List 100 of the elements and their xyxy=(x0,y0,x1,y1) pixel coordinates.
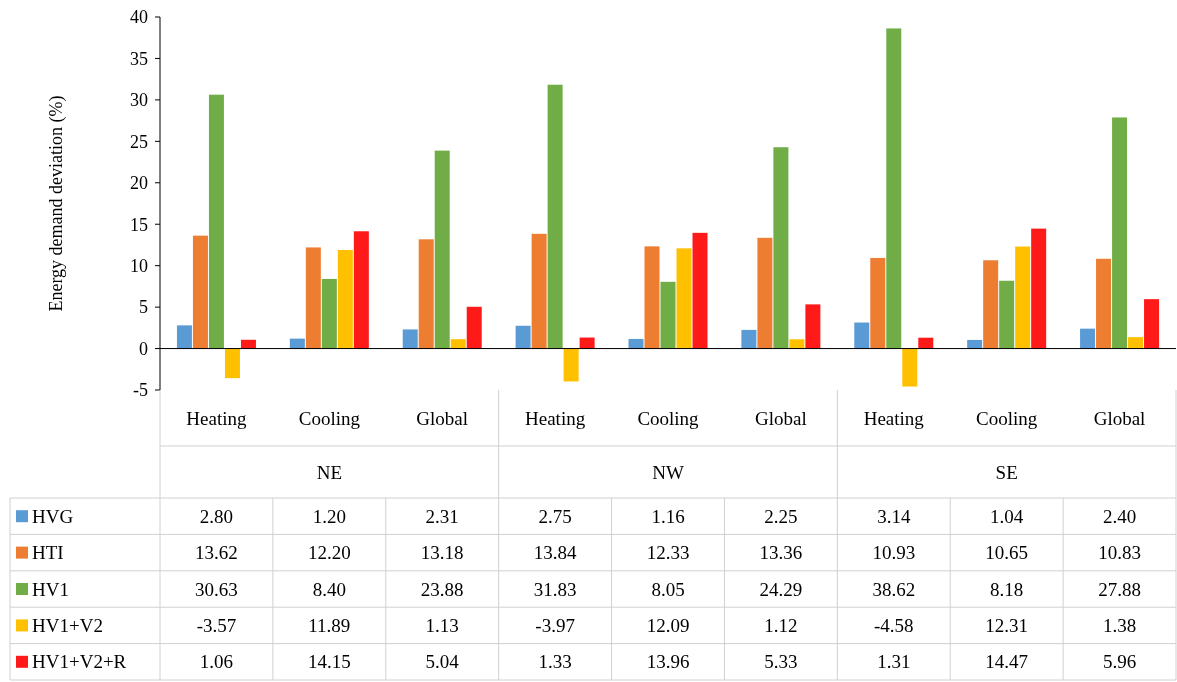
data-label: 2.31 xyxy=(425,505,459,527)
y-tick-label: 20 xyxy=(130,173,148,194)
data-label: 13.84 xyxy=(533,542,577,564)
bar xyxy=(1096,258,1112,349)
bar xyxy=(353,231,369,349)
data-label: 30.63 xyxy=(195,578,238,600)
data-label: 1.33 xyxy=(538,651,572,673)
bar xyxy=(337,250,353,349)
y-tick-label: -5 xyxy=(133,380,148,401)
x-tick-label: Cooling xyxy=(298,407,361,429)
text: NE xyxy=(316,461,342,483)
legend-label: HV1 xyxy=(32,578,69,600)
data-label: 1.04 xyxy=(990,505,1024,527)
x-tick-label: Global xyxy=(416,407,469,429)
data-label: 13.62 xyxy=(195,542,238,564)
data-label: 3.14 xyxy=(877,505,911,527)
data-label: -3.57 xyxy=(196,615,237,637)
data-label: 23.88 xyxy=(420,578,464,600)
bar xyxy=(224,348,240,379)
data-label: 2.25 xyxy=(764,505,798,527)
bar xyxy=(434,150,450,349)
data-label: 12.31 xyxy=(985,615,1029,637)
bar xyxy=(1128,337,1144,349)
bar xyxy=(531,233,547,349)
x-tick-label: Heating xyxy=(863,407,925,429)
data-label: 31.83 xyxy=(533,578,577,600)
x-tick-label: Cooling xyxy=(637,407,700,429)
data-label: 10.65 xyxy=(985,542,1029,564)
data-label: 14.47 xyxy=(985,651,1029,673)
y-tick-label: 30 xyxy=(130,90,148,111)
bar xyxy=(644,246,660,349)
bar xyxy=(757,237,773,349)
data-label: 8.05 xyxy=(651,578,685,600)
x-tick-label: Cooling xyxy=(976,407,1038,429)
bar xyxy=(305,247,321,349)
bar xyxy=(176,325,192,349)
bar xyxy=(450,339,466,349)
bar xyxy=(1015,246,1031,349)
y-tick-label: 0 xyxy=(139,338,148,359)
data-label: 1.16 xyxy=(651,505,685,527)
data-label: 12.09 xyxy=(646,615,690,637)
bar xyxy=(741,329,757,349)
legend-label: HV1+V2+R xyxy=(32,651,127,673)
data-label: 1.31 xyxy=(877,651,911,673)
y-axis-title: Energy demand deviation (%) xyxy=(46,95,67,312)
bar xyxy=(967,339,983,349)
bar xyxy=(192,235,208,349)
legend-label: HV1+V2 xyxy=(32,615,103,637)
data-label: 1.20 xyxy=(312,505,346,527)
bar xyxy=(902,348,918,387)
data-label: 13.96 xyxy=(646,651,690,673)
y-tick-label: 25 xyxy=(130,131,148,152)
bar xyxy=(402,329,418,349)
data-label: 1.06 xyxy=(199,651,234,673)
legend-label: HVG xyxy=(32,505,74,527)
data-label: 13.18 xyxy=(420,542,464,564)
bar xyxy=(660,281,676,349)
data-label: 2.75 xyxy=(538,505,572,527)
y-tick-label: 15 xyxy=(130,214,148,235)
text: SE xyxy=(995,461,1018,483)
bar xyxy=(1031,228,1047,349)
bar xyxy=(289,338,305,349)
bar xyxy=(886,28,902,349)
bar xyxy=(692,232,708,349)
bar xyxy=(628,338,644,349)
data-label: 1.12 xyxy=(764,615,798,637)
bar xyxy=(208,94,224,349)
y-tick-label: 5 xyxy=(139,297,148,318)
data-label: 12.33 xyxy=(646,542,690,564)
data-label: 5.96 xyxy=(1102,651,1137,673)
text: NW xyxy=(652,461,684,483)
data-label: 2.80 xyxy=(199,505,234,527)
data-label: 10.93 xyxy=(872,542,916,564)
data-label: -4.58 xyxy=(873,615,914,637)
data-label: 8.40 xyxy=(312,578,346,600)
bar xyxy=(1112,117,1128,349)
bar xyxy=(1080,328,1096,349)
bar xyxy=(789,339,805,349)
data-label: 2.40 xyxy=(1102,505,1137,527)
bar xyxy=(466,306,482,349)
y-tick-label: 35 xyxy=(130,48,148,69)
bar xyxy=(983,260,999,349)
bar xyxy=(773,147,789,349)
legend-label: HTI xyxy=(32,542,64,564)
data-label: 10.83 xyxy=(1098,542,1141,564)
bar xyxy=(918,337,934,349)
data-label: 5.04 xyxy=(425,651,460,673)
bar xyxy=(547,84,563,349)
bar xyxy=(805,304,821,349)
x-tick-label: Global xyxy=(1093,407,1146,429)
data-label: 27.88 xyxy=(1098,578,1141,600)
bar xyxy=(854,322,870,349)
bar xyxy=(999,280,1015,349)
data-label: 38.62 xyxy=(872,578,916,600)
x-tick-label: Global xyxy=(755,407,807,429)
data-label: 1.13 xyxy=(425,615,459,637)
data-label: 11.89 xyxy=(308,615,351,637)
bar xyxy=(563,348,579,382)
bar xyxy=(321,278,337,349)
data-label: 24.29 xyxy=(759,578,803,600)
